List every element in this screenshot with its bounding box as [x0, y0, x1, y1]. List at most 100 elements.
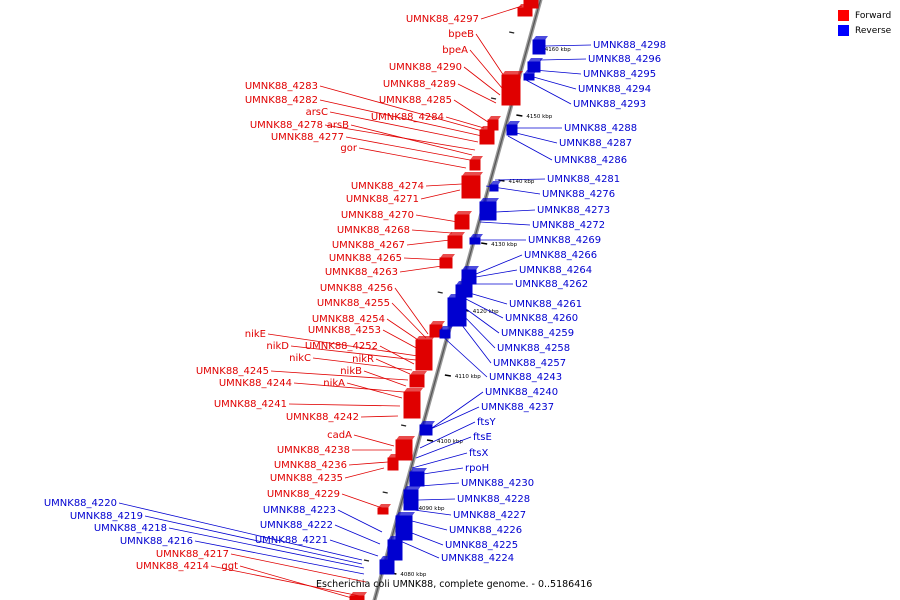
- reverse-gene-label[interactable]: UMNK88_4288: [564, 123, 637, 134]
- forward-gene-label[interactable]: nikB: [340, 366, 362, 377]
- forward-gene-label[interactable]: gor: [340, 143, 357, 154]
- forward-gene-label[interactable]: UMNK88_4289: [383, 79, 456, 90]
- reverse-gene-label[interactable]: UMNK88_4296: [588, 54, 661, 65]
- forward-leader-line: [267, 333, 419, 357]
- reverse-gene-label[interactable]: UMNK88_4224: [441, 553, 514, 564]
- reverse-gene-label[interactable]: UMNK88_4257: [493, 358, 566, 369]
- reverse-gene-label[interactable]: UMNK88_4286: [554, 155, 627, 166]
- forward-gene-label[interactable]: UMNK88_4271: [346, 194, 419, 205]
- reverse-gene-label[interactable]: UMNK88_4228: [457, 494, 530, 505]
- reverse-leader-line: [397, 539, 440, 559]
- forward-gene-label[interactable]: arsC: [306, 107, 328, 118]
- reverse-gene-label[interactable]: UMNK88_4269: [528, 235, 601, 246]
- reverse-gene-label[interactable]: UMNK88_4266: [524, 250, 597, 261]
- forward-gene-label[interactable]: UMNK88_4284: [371, 112, 444, 123]
- reverse-gene-block: [469, 237, 481, 245]
- forward-gene-label[interactable]: UMNK88_4252: [305, 341, 378, 352]
- forward-gene-block: [501, 74, 521, 106]
- reverse-gene-label[interactable]: UMNK88_4294: [578, 84, 651, 95]
- reverse-gene-label[interactable]: UMNK88_4223: [263, 505, 336, 516]
- forward-gene-block: [517, 7, 533, 17]
- reverse-gene-label[interactable]: UMNK88_4220: [44, 498, 117, 509]
- reverse-gene-label[interactable]: ftsY: [477, 417, 496, 428]
- forward-gene-label[interactable]: UMNK88_4283: [245, 81, 318, 92]
- forward-gene-label[interactable]: UMNK88_4274: [351, 181, 424, 192]
- forward-gene-label[interactable]: nikA: [323, 378, 345, 389]
- reverse-gene-label[interactable]: UMNK88_4276: [542, 189, 615, 200]
- reverse-gene-label[interactable]: UMNK88_4221: [255, 535, 328, 546]
- forward-gene-label[interactable]: UMNK88_4241: [214, 399, 287, 410]
- reverse-gene-label[interactable]: UMNK88_4272: [532, 220, 605, 231]
- reverse-gene-label[interactable]: UMNK88_4222: [260, 520, 333, 531]
- forward-leader-line: [293, 382, 405, 393]
- forward-gene-label[interactable]: bpeB: [448, 29, 474, 40]
- reverse-gene-label[interactable]: UMNK88_4226: [449, 525, 522, 536]
- forward-gene-label[interactable]: UMNK88_4265: [329, 253, 402, 264]
- reverse-gene-label[interactable]: UMNK88_4295: [583, 69, 656, 80]
- forward-gene-label[interactable]: UMNK88_4235: [270, 473, 343, 484]
- tick-label: 4120 kbp: [473, 309, 499, 315]
- reverse-gene-label[interactable]: UMNK88_4264: [519, 265, 592, 276]
- forward-gene-label[interactable]: UMNK88_4242: [286, 412, 359, 423]
- forward-gene-label[interactable]: nikC: [289, 353, 311, 364]
- reverse-gene-label[interactable]: UMNK88_4261: [509, 299, 582, 310]
- legend-item-reverse[interactable]: Reverse: [838, 23, 891, 38]
- reverse-gene-label[interactable]: UMNK88_4237: [481, 402, 554, 413]
- forward-gene-label[interactable]: UMNK88_4245: [196, 366, 269, 377]
- forward-gene-label[interactable]: UMNK88_4278: [250, 120, 323, 131]
- reverse-gene-label[interactable]: UMNK88_4259: [501, 328, 574, 339]
- forward-gene-label[interactable]: UMNK88_4297: [406, 14, 479, 25]
- forward-gene-label[interactable]: UMNK88_4282: [245, 95, 318, 106]
- reverse-gene-label[interactable]: UMNK88_4281: [547, 174, 620, 185]
- forward-gene-label[interactable]: UMNK88_4256: [320, 283, 393, 294]
- forward-gene-label[interactable]: UMNK88_4270: [341, 210, 414, 221]
- reverse-gene-label[interactable]: UMNK88_4219: [70, 511, 143, 522]
- forward-gene-label[interactable]: arsB: [327, 120, 349, 131]
- forward-gene-label[interactable]: UMNK88_4277: [271, 132, 344, 143]
- forward-gene-label[interactable]: UMNK88_4236: [274, 460, 347, 471]
- reverse-gene-label[interactable]: UMNK88_4243: [489, 372, 562, 383]
- reverse-gene-label[interactable]: UMNK88_4258: [497, 343, 570, 354]
- reverse-gene-label[interactable]: UMNK88_4230: [461, 478, 534, 489]
- reverse-gene-label[interactable]: UMNK88_4262: [515, 279, 588, 290]
- forward-gene-label[interactable]: UMNK88_4285: [379, 95, 452, 106]
- forward-gene-label[interactable]: UMNK88_4254: [312, 314, 385, 325]
- reverse-gene-label[interactable]: UMNK88_4216: [120, 536, 193, 547]
- forward-gene-label[interactable]: bpeA: [442, 45, 468, 56]
- reverse-gene-label[interactable]: ftsX: [469, 448, 488, 459]
- reverse-gene-label[interactable]: UMNK88_4260: [505, 313, 578, 324]
- reverse-gene-label[interactable]: UMNK88_4225: [445, 540, 518, 551]
- legend-item-forward[interactable]: Forward: [838, 8, 891, 23]
- forward-gene-label[interactable]: UMNK88_4214: [136, 561, 209, 572]
- reverse-gene-label[interactable]: rpoH: [465, 463, 489, 474]
- forward-leader-line: [353, 434, 395, 447]
- forward-gene-label[interactable]: nikE: [245, 329, 266, 340]
- forward-gene-label[interactable]: nikD: [266, 341, 289, 352]
- forward-gene-label[interactable]: UMNK88_4268: [337, 225, 410, 236]
- reverse-gene-label[interactable]: UMNK88_4240: [485, 387, 558, 398]
- reverse-gene-label[interactable]: ftsE: [473, 432, 492, 443]
- forward-gene-label[interactable]: UMNK88_4229: [267, 489, 340, 500]
- forward-gene-label[interactable]: ggt: [221, 561, 238, 572]
- reverse-gene-label[interactable]: UMNK88_4227: [453, 510, 526, 521]
- forward-gene-label[interactable]: UMNK88_4263: [325, 267, 398, 278]
- reverse-gene-label[interactable]: UMNK88_4218: [94, 523, 167, 534]
- forward-gene-label[interactable]: UMNK88_4244: [219, 378, 292, 389]
- forward-gene-label[interactable]: UMNK88_4255: [317, 298, 390, 309]
- reverse-gene-label[interactable]: UMNK88_4298: [593, 40, 666, 51]
- reverse-gene-label[interactable]: UMNK88_4273: [537, 205, 610, 216]
- reverse-leader-line: [194, 540, 365, 575]
- forward-gene-label[interactable]: UMNK88_4267: [332, 240, 405, 251]
- forward-gene-label[interactable]: UMNK88_4238: [277, 445, 350, 456]
- reverse-gene-label[interactable]: UMNK88_4287: [559, 138, 632, 149]
- forward-gene-label[interactable]: UMNK88_4253: [308, 325, 381, 336]
- forward-gene-label[interactable]: UMNK88_4290: [389, 62, 462, 73]
- forward-gene-label[interactable]: nikR: [352, 354, 374, 365]
- reverse-gene-label[interactable]: UMNK88_4293: [573, 99, 646, 110]
- forward-gene-label[interactable]: UMNK88_4217: [156, 549, 229, 560]
- forward-gene-label[interactable]: cadA: [327, 430, 352, 441]
- forward-leader-line: [463, 66, 501, 96]
- reverse-leader-line: [423, 406, 480, 433]
- forward-gene-block-top: [462, 172, 483, 176]
